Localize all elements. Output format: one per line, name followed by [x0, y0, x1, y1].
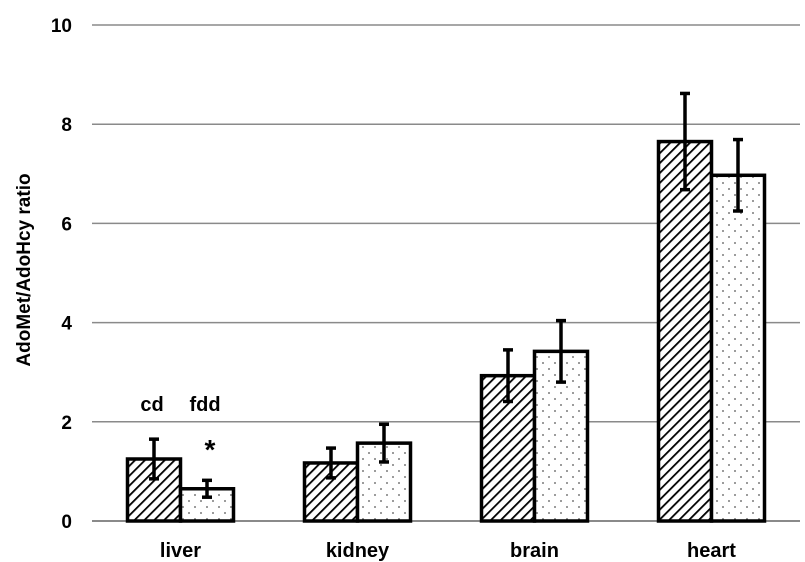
group-label-annotation: cd	[140, 394, 163, 416]
error-bar-liver-1	[149, 437, 159, 481]
x-tick-label-kidney: kidney	[326, 540, 390, 562]
x-axis-labels: liver kidney brain heart	[160, 540, 736, 562]
y-tick-label: 4	[61, 314, 72, 335]
error-bar-heart-1	[680, 91, 690, 192]
x-tick-label-brain: brain	[510, 540, 559, 562]
y-tick-label: 2	[61, 413, 72, 434]
error-bar-kidney-1	[326, 446, 336, 480]
error-bar-heart-2	[733, 137, 743, 213]
y-tick-label: 8	[61, 115, 72, 136]
significance-star: *	[205, 434, 216, 465]
y-tick-label: 6	[61, 214, 72, 235]
x-tick-label-liver: liver	[160, 540, 201, 562]
y-axis-ticks: 0 2 4 6 8 10	[51, 16, 73, 533]
y-axis-label: AdoMet/AdoHcy ratio	[14, 173, 35, 366]
error-bar-brain-1	[503, 348, 513, 404]
error-bar-kidney-2	[379, 422, 389, 464]
bar-heart-2	[709, 173, 767, 523]
x-tick-label-heart: heart	[687, 540, 736, 562]
error-bars	[149, 91, 743, 499]
y-tick-label: 0	[61, 512, 72, 533]
error-bar-brain-2	[556, 318, 566, 384]
annotations: cd fdd *	[140, 394, 220, 465]
y-tick-label: 10	[51, 16, 72, 37]
group-label-annotation: fdd	[189, 394, 220, 416]
bar-heart-1	[656, 139, 714, 523]
bars	[125, 139, 767, 523]
error-bar-liver-2	[202, 478, 212, 499]
